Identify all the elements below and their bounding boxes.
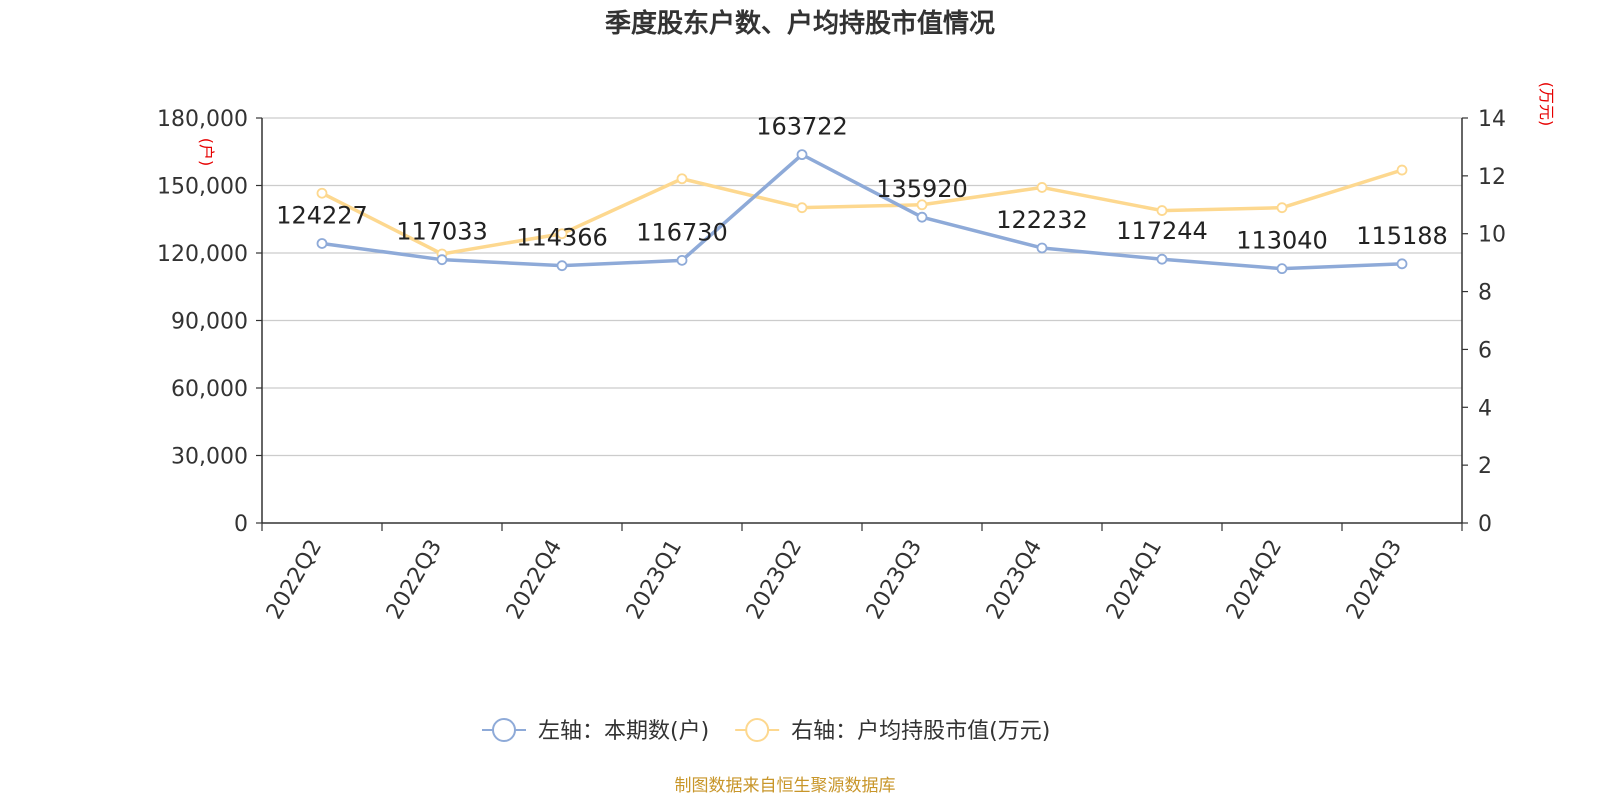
right-tick-label: 0 <box>1478 512 1492 537</box>
data-point <box>316 187 328 199</box>
series-layer <box>316 149 1408 275</box>
x-tick-label: 2024Q2 <box>1222 536 1287 624</box>
data-point <box>1276 202 1288 214</box>
data-point <box>796 149 808 161</box>
data-point <box>916 211 928 223</box>
right-tick-label: 12 <box>1478 165 1506 190</box>
data-label: 113040 <box>1236 227 1328 255</box>
data-label: 116730 <box>636 218 728 246</box>
data-labels: 124227 117033 114366 116730 163722 135920 1222… <box>276 113 1448 255</box>
x-tick-label: 2024Q3 <box>1342 536 1407 624</box>
data-point <box>796 202 808 214</box>
legend-marker-icon <box>745 718 770 742</box>
data-label: 124227 <box>276 201 368 229</box>
right-axis-unit: (万元) <box>1537 82 1556 127</box>
data-point <box>1396 258 1408 270</box>
data-point <box>1036 182 1048 193</box>
legend-label: 右轴：户均持股市值(万元) <box>791 719 1050 744</box>
left-tick-label: 0 <box>234 512 248 537</box>
right-tick-label: 8 <box>1478 281 1492 306</box>
x-tick-label: 2022Q2 <box>262 536 327 624</box>
right-tick-label: 2 <box>1478 454 1492 479</box>
data-label: 115188 <box>1356 222 1448 250</box>
data-point <box>556 228 568 240</box>
source-note: 制图数据来自恒生聚源数据库 <box>675 776 896 796</box>
data-point <box>436 254 448 266</box>
data-point <box>1276 263 1288 275</box>
legend-label: 左轴：本期数(户) <box>538 719 709 744</box>
chart-title: 季度股东户数、户均持股市值情况 <box>605 8 995 39</box>
data-point <box>1396 164 1408 176</box>
data-point <box>1156 253 1168 265</box>
x-tick-label: 2023Q2 <box>742 536 807 624</box>
data-label: 163722 <box>756 113 848 141</box>
legend-marker-icon <box>492 718 516 742</box>
right-tick-label: 14 <box>1478 107 1506 132</box>
x-tick-label: 2024Q1 <box>1102 536 1167 624</box>
data-label: 114366 <box>516 224 608 252</box>
data-label: 135920 <box>876 175 968 203</box>
grid <box>262 117 1462 457</box>
series-line <box>321 152 1403 271</box>
x-tick-label: 2022Q4 <box>502 536 567 624</box>
data-point <box>1036 242 1048 254</box>
data-point <box>1156 205 1168 216</box>
left-tick-label: 120,000 <box>157 242 248 267</box>
right-tick-label: 6 <box>1478 338 1492 363</box>
data-point <box>916 199 928 211</box>
right-tick-label: 4 <box>1478 396 1492 421</box>
left-tick-label: 180,000 <box>157 107 248 132</box>
x-tick-label: 2023Q4 <box>982 536 1047 624</box>
right-tick-label: 10 <box>1478 223 1506 248</box>
data-label: 122232 <box>996 206 1088 234</box>
data-point <box>556 260 568 272</box>
data-point <box>316 238 328 249</box>
x-tick-label: 2023Q1 <box>622 536 687 624</box>
left-tick-label: 150,000 <box>157 175 248 200</box>
left-axis-unit: (户) <box>197 138 216 167</box>
data-point <box>676 173 688 185</box>
left-tick-label: 30,000 <box>171 445 248 470</box>
legend: 左轴：本期数(户) 右轴：户均持股市值(万元) <box>482 718 1050 744</box>
data-label: 117244 <box>1116 217 1208 245</box>
data-point <box>676 254 688 266</box>
x-tick-label: 2023Q3 <box>862 536 927 624</box>
axes: 0 30,000 60,000 90,000 120,000 150,000 180,000… <box>157 107 1506 624</box>
series-line <box>321 168 1403 256</box>
left-tick-label: 60,000 <box>171 377 248 402</box>
x-tick-label: 2022Q3 <box>382 536 447 624</box>
data-label: 117033 <box>396 218 488 246</box>
left-tick-label: 90,000 <box>171 310 248 335</box>
